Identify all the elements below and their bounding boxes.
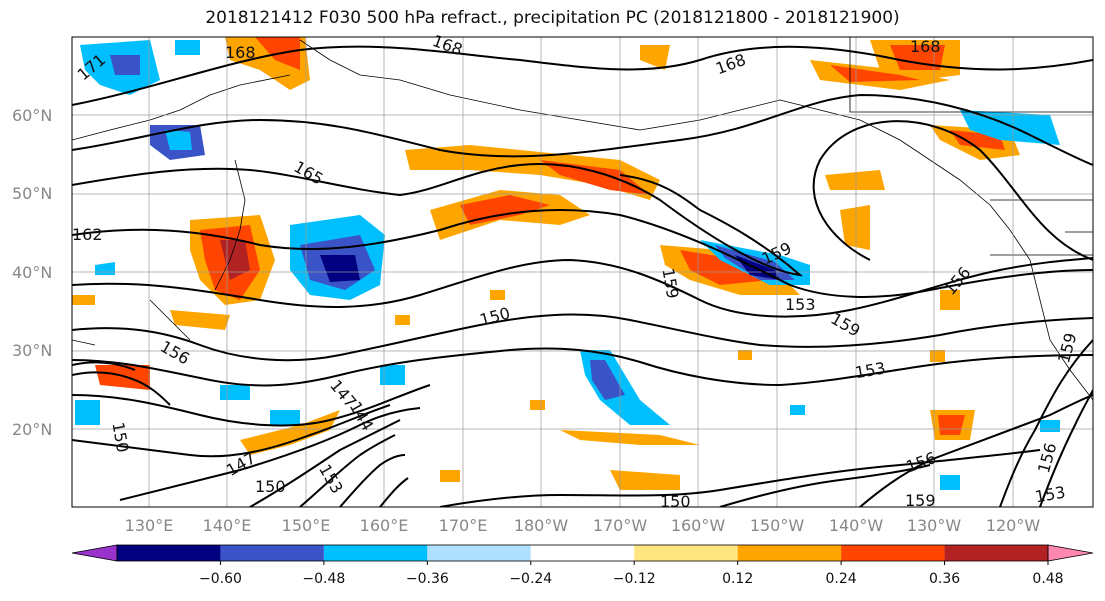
lon-label: 150°E [282, 516, 331, 535]
colorbar-segment [737, 545, 842, 561]
contour-label: 150 [255, 477, 286, 496]
contour-label: 159 [905, 491, 936, 510]
colorbar-segment [841, 545, 945, 561]
contour-label: 150 [660, 492, 691, 511]
coastlines [72, 37, 1093, 401]
colorbar-tick-label: −0.12 [613, 571, 656, 587]
colorbar-segment [530, 545, 635, 561]
colorbar-segment [427, 545, 531, 561]
lon-label: 150°W [750, 516, 805, 535]
lon-label: 160°W [671, 516, 726, 535]
lat-label: 30°N [12, 341, 52, 360]
colorbar-segment [220, 545, 324, 561]
refractivity-contours [72, 45, 1093, 507]
colorbar: −0.60 −0.48 −0.36 −0.24 −0.12 0.12 0.24 0.36 0.4… [71, 544, 1094, 587]
colorbar-extend-low [71, 544, 118, 562]
map-title: 2018121412 F030 500 hPa refract., precip… [205, 8, 900, 28]
lat-label: 50°N [12, 184, 52, 203]
colorbar-segment [117, 545, 221, 561]
contour-label: 162 [72, 225, 103, 244]
lat-label: 60°N [12, 106, 52, 125]
contour-label: 153 [785, 295, 816, 314]
colorbar-segment [634, 545, 738, 561]
colorbar-segment [944, 545, 1048, 561]
colorbar-tick-label: −0.24 [509, 571, 552, 587]
map-border [71, 36, 1094, 508]
colorbar-segment [323, 545, 428, 561]
graticule [72, 37, 1093, 507]
colorbar-border [116, 544, 1049, 562]
lon-label: 170°E [439, 516, 488, 535]
lon-label: 170°W [593, 516, 648, 535]
contour-label: 168 [910, 37, 941, 56]
lat-label: 40°N [12, 263, 52, 282]
contour-label: 168 [225, 43, 256, 62]
lon-label: 180°W [514, 516, 569, 535]
colorbar-tick-label: 0.36 [929, 571, 960, 587]
lon-label: 130°W [907, 516, 962, 535]
colorbar-tick-label: −0.36 [406, 571, 449, 587]
lon-label: 140°E [203, 516, 252, 535]
colorbar-tick-label: 0.24 [826, 571, 857, 587]
colorbar-tick-label: 0.12 [722, 571, 753, 587]
colorbar-tick-label: −0.48 [302, 571, 345, 587]
lat-label: 20°N [12, 420, 52, 439]
longitude-labels: 130°E 140°E 150°E 160°E 170°E 180°W 170°… [125, 516, 1041, 535]
colorbar-tick-label: −0.60 [199, 571, 242, 587]
lon-label: 140°W [829, 516, 884, 535]
precip-shading [72, 37, 1060, 490]
colorbar-extend-high [1047, 544, 1094, 562]
colorbar-tick-label: 0.48 [1032, 571, 1063, 587]
lon-label: 160°E [360, 516, 409, 535]
lon-label: 130°E [125, 516, 174, 535]
lon-label: 120°W [986, 516, 1041, 535]
latitude-labels: 60°N 50°N 40°N 30°N 20°N [12, 106, 52, 439]
